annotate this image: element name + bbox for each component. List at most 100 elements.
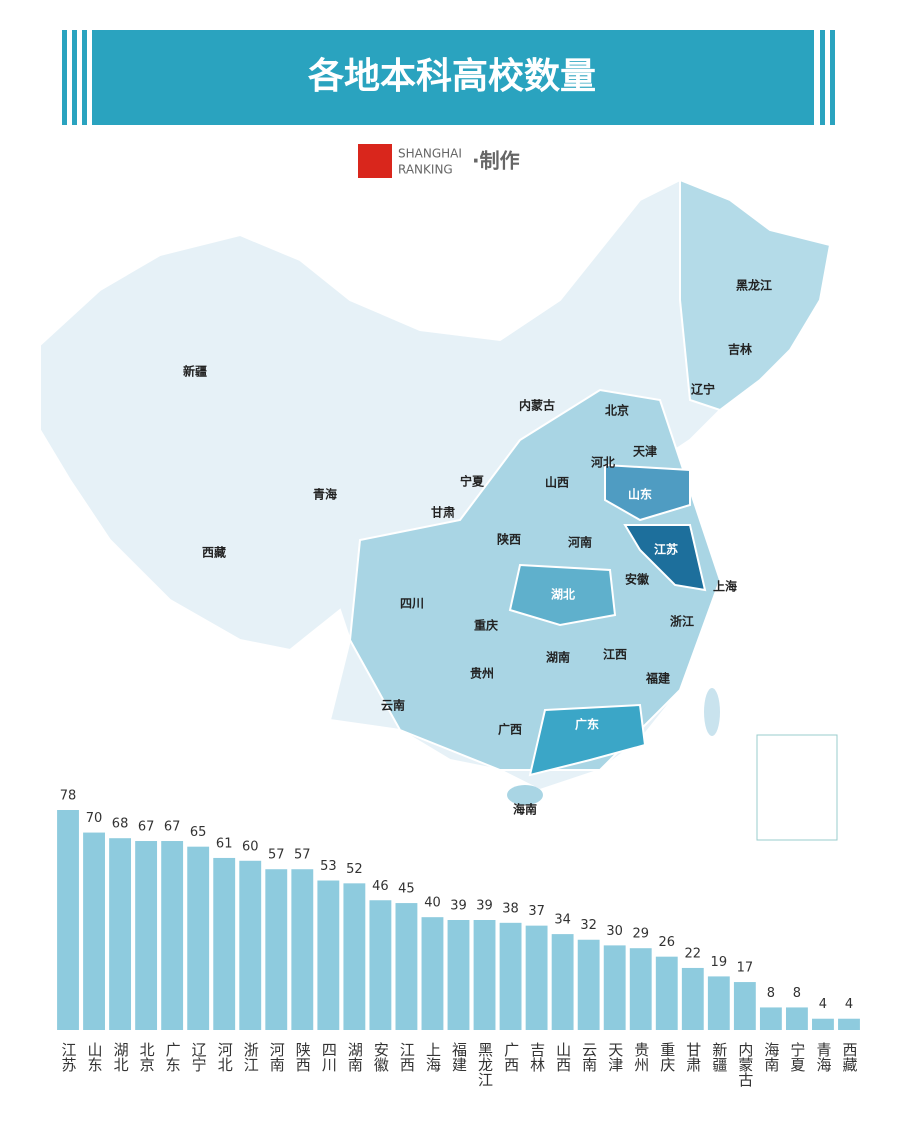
map-label: 辽宁 xyxy=(691,382,715,397)
bar xyxy=(603,945,626,1030)
value-label: 8 xyxy=(793,986,801,1001)
value-label: 61 xyxy=(216,836,233,851)
value-label: 67 xyxy=(138,820,155,835)
x-tick-label: 辽宁 xyxy=(190,1042,208,1072)
map-label: 黑龙江 xyxy=(736,278,772,293)
map-label: 北京 xyxy=(605,403,629,418)
map-label: 上海 xyxy=(713,579,737,594)
value-label: 67 xyxy=(164,820,181,835)
bar xyxy=(83,832,105,1030)
bar xyxy=(655,956,678,1030)
value-label: 57 xyxy=(294,848,311,863)
x-tick-label: 重庆 xyxy=(658,1042,676,1072)
bar xyxy=(759,1007,782,1030)
value-label: 32 xyxy=(580,918,597,933)
value-label: 45 xyxy=(398,882,415,897)
bar xyxy=(577,939,600,1030)
x-tick-label: 山东 xyxy=(86,1042,104,1072)
value-label: 30 xyxy=(606,924,623,939)
value-label: 38 xyxy=(502,901,519,916)
bar xyxy=(239,860,262,1030)
map-label: 青海 xyxy=(313,487,337,502)
x-tick-label: 四川 xyxy=(320,1042,338,1072)
value-label: 78 xyxy=(60,789,77,804)
bar xyxy=(109,838,132,1030)
map-label: 陕西 xyxy=(497,532,521,547)
map-label: 江西 xyxy=(603,647,627,662)
map-label: 吉林 xyxy=(728,342,752,357)
value-label: 29 xyxy=(632,927,649,942)
x-tick-label: 北京 xyxy=(138,1042,156,1073)
map-label: 内蒙古 xyxy=(519,398,555,413)
bar xyxy=(343,883,366,1030)
bar xyxy=(525,925,548,1030)
value-label: 57 xyxy=(268,848,285,863)
x-tick-label: 河北 xyxy=(216,1042,234,1072)
value-label: 39 xyxy=(450,899,467,914)
bar xyxy=(317,880,340,1030)
bar xyxy=(369,900,392,1030)
bar xyxy=(265,869,288,1030)
bar xyxy=(161,841,184,1030)
map-label: 四川 xyxy=(400,597,424,611)
bar xyxy=(135,841,158,1030)
x-tick-label: 吉林 xyxy=(528,1042,546,1072)
bar xyxy=(473,920,496,1030)
x-tick-label: 江西 xyxy=(398,1042,416,1072)
bar xyxy=(785,1007,808,1030)
value-label: 22 xyxy=(685,946,702,961)
bar xyxy=(57,810,79,1030)
x-tick-label: 黑龙江 xyxy=(476,1042,494,1087)
x-tick-label: 江苏 xyxy=(60,1042,78,1073)
x-tick-label: 天津 xyxy=(606,1042,624,1072)
map-label: 宁夏 xyxy=(460,474,485,489)
logo xyxy=(358,144,392,178)
x-tick-label: 河南 xyxy=(268,1042,286,1072)
bar xyxy=(707,976,730,1030)
value-label: 26 xyxy=(658,935,675,950)
x-tick-label: 福建 xyxy=(450,1042,468,1072)
bar xyxy=(551,934,574,1030)
map-label: 贵州 xyxy=(470,666,494,681)
map-label: 山东 xyxy=(628,487,652,502)
bar xyxy=(681,967,704,1030)
x-tick-label: 陕西 xyxy=(294,1042,312,1072)
value-label: 70 xyxy=(86,811,103,826)
bar xyxy=(499,922,522,1030)
title: 各地本科高校数量 xyxy=(308,56,596,97)
x-tick-label: 湖南 xyxy=(346,1042,364,1072)
map-label: 江苏 xyxy=(654,542,678,557)
bar xyxy=(812,1018,834,1030)
x-tick-label: 新疆 xyxy=(710,1042,728,1072)
x-tick-label: 西藏 xyxy=(840,1042,858,1073)
bar xyxy=(395,903,418,1030)
map-label: 新疆 xyxy=(183,364,207,379)
credit-line1: SHANGHAI xyxy=(398,147,462,161)
bar xyxy=(733,982,756,1030)
map-label: 云南 xyxy=(381,698,405,713)
x-tick-label: 宁夏 xyxy=(788,1042,806,1072)
value-label: 37 xyxy=(528,904,545,919)
x-tick-label: 湖北 xyxy=(112,1042,130,1072)
bar xyxy=(629,948,652,1030)
map-label: 河南 xyxy=(567,535,592,550)
map-label: 海南 xyxy=(513,802,537,817)
value-label: 60 xyxy=(242,839,259,854)
value-label: 4 xyxy=(845,997,853,1012)
map-label: 浙江 xyxy=(670,614,694,629)
map-label: 甘肃 xyxy=(431,505,455,520)
map-label: 福建 xyxy=(645,671,671,686)
x-tick-label: 广西 xyxy=(502,1042,520,1072)
map-label: 重庆 xyxy=(474,618,498,633)
map-label: 天津 xyxy=(633,444,657,459)
map-label: 山西 xyxy=(545,475,569,490)
x-tick-label: 青海 xyxy=(814,1042,832,1072)
bar xyxy=(421,917,444,1030)
value-label: 34 xyxy=(554,913,571,928)
credit-line2: RANKING xyxy=(398,163,453,177)
value-label: 19 xyxy=(711,955,728,970)
map xyxy=(39,178,838,841)
map-label: 河北 xyxy=(590,455,615,470)
x-tick-label: 云南 xyxy=(580,1042,598,1072)
